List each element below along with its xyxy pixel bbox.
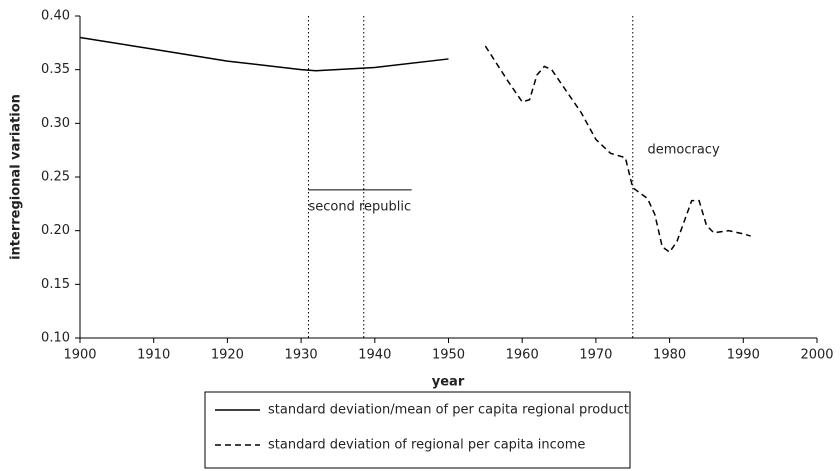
x-tick-label: 1940 <box>358 348 391 363</box>
x-tick-label: 1930 <box>285 348 318 363</box>
x-axis-label: year <box>432 375 465 390</box>
x-tick-label: 1980 <box>653 348 686 363</box>
y-axis-label: interregional variation <box>9 94 24 260</box>
x-tick-label: 1910 <box>137 348 170 363</box>
legend-label: standard deviation of regional per capit… <box>268 438 585 453</box>
data-line <box>484 45 751 254</box>
x-tick-label: 1900 <box>63 348 96 363</box>
legend-box <box>204 391 631 469</box>
y-tick-label: 0.30 <box>41 116 70 131</box>
y-tick-label: 0.40 <box>41 9 70 24</box>
y-tick-label: 0.25 <box>41 170 70 185</box>
annotation: second republic <box>308 200 411 215</box>
y-tick-label: 0.20 <box>41 223 70 238</box>
x-tick-label: 1990 <box>727 348 760 363</box>
x-tick-label: 2000 <box>800 348 833 363</box>
legend-label: standard deviation/mean of per capita re… <box>268 403 629 418</box>
data-line <box>79 36 449 72</box>
x-tick-label: 1970 <box>579 348 612 363</box>
x-tick-label: 1960 <box>506 348 539 363</box>
y-tick-label: 0.10 <box>41 331 70 346</box>
annotation: democracy <box>647 143 719 158</box>
x-tick-label: 1920 <box>211 348 244 363</box>
y-tick-label: 0.35 <box>41 62 70 77</box>
y-tick-label: 0.15 <box>41 277 70 292</box>
x-tick-label: 1950 <box>432 348 465 363</box>
